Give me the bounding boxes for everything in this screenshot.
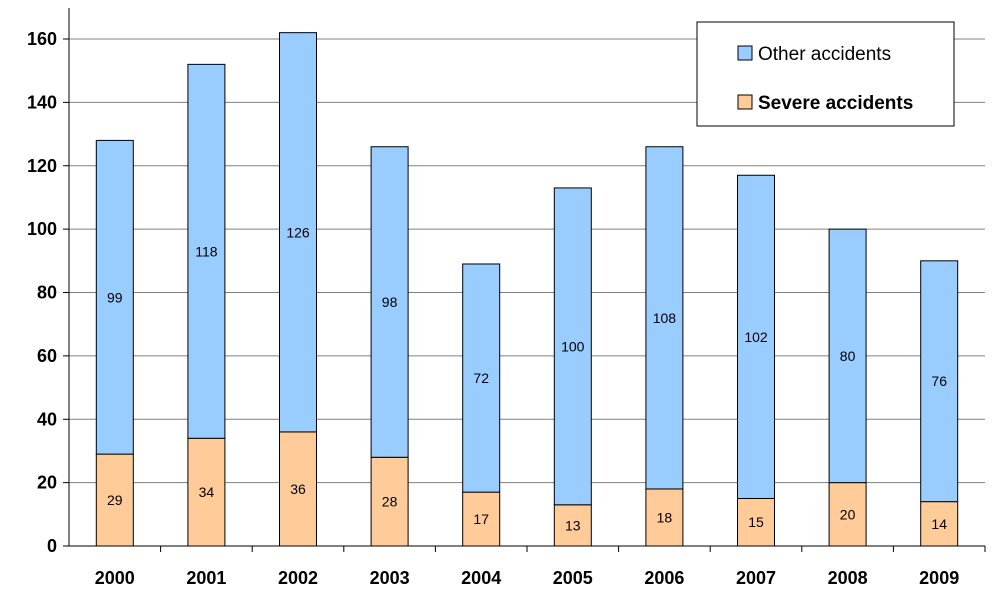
x-tick-label-2006: 2006 (644, 568, 684, 588)
data-label-severe-2004: 17 (473, 511, 489, 527)
bar-severe-2000 (95, 453, 134, 547)
x-tick-label-2005: 2005 (553, 568, 593, 588)
data-label-other-2004: 72 (473, 370, 489, 386)
data-label-other-2008: 80 (840, 348, 856, 364)
bar-severe-2003 (370, 456, 409, 547)
x-tick-label-2001: 2001 (186, 568, 226, 588)
y-tick-label-100: 100 (27, 219, 57, 239)
bar-other-2008 (828, 228, 867, 484)
y-tick-label-20: 20 (37, 473, 57, 493)
bar-severe-2007 (737, 497, 775, 547)
data-label-severe-2008: 20 (840, 506, 856, 522)
y-tick-label-40: 40 (37, 409, 57, 429)
data-label-other-2006: 108 (653, 310, 677, 326)
bar-other-2005 (553, 187, 592, 506)
bar-severe-2001 (187, 437, 226, 547)
data-label-severe-2000: 29 (107, 492, 123, 508)
bar-other-2009 (920, 260, 959, 503)
legend: Other accidents Severe accidents (696, 21, 955, 127)
legend-swatch-other (737, 45, 753, 61)
data-label-other-2002: 126 (286, 224, 310, 240)
legend-label-other: Other accidents (758, 44, 891, 65)
x-tick-label-2002: 2002 (278, 568, 318, 588)
bar-other-2003 (370, 146, 409, 458)
bar-severe-2004 (462, 491, 501, 547)
x-tick-label-2009: 2009 (919, 568, 959, 588)
y-tick-label-80: 80 (37, 283, 57, 303)
bar-other-2000 (95, 139, 134, 455)
data-label-severe-2007: 15 (748, 514, 764, 530)
data-label-severe-2001: 34 (199, 484, 215, 500)
bar-other-2006 (645, 146, 684, 490)
bar-severe-2008 (828, 482, 867, 547)
data-label-other-2000: 99 (107, 289, 123, 305)
y-tick-label-140: 140 (27, 92, 57, 112)
bar-other-2004 (462, 263, 501, 493)
data-label-severe-2003: 28 (382, 494, 398, 510)
x-tick-label-2004: 2004 (461, 568, 501, 588)
data-label-other-2005: 100 (561, 338, 585, 354)
data-label-severe-2005: 13 (565, 517, 581, 533)
y-tick-label-60: 60 (37, 346, 57, 366)
x-tick-label-2003: 2003 (370, 568, 410, 588)
legend-swatch-severe (737, 94, 753, 110)
y-tick-label-160: 160 (27, 29, 57, 49)
bar-other-2007 (737, 174, 775, 499)
data-label-other-2007: 102 (744, 329, 768, 345)
x-tick-label-2008: 2008 (828, 568, 868, 588)
bar-other-2001 (187, 63, 226, 439)
bar-severe-2006 (645, 488, 684, 547)
tick-labels: 0 20 40 60 80 100 120 140 160 2000 2001 2002 2003 200… (27, 29, 986, 588)
data-label-severe-2006: 18 (657, 509, 673, 525)
x-tick-label-2007: 2007 (736, 568, 776, 588)
data-label-severe-2009: 14 (931, 516, 947, 532)
data-label-other-2001: 118 (195, 243, 218, 259)
data-label-severe-2002: 36 (290, 481, 306, 497)
bar-other-2002 (279, 32, 317, 433)
x-tick-label-2000: 2000 (95, 568, 135, 588)
data-label-other-2009: 76 (931, 373, 947, 389)
bars: 29 99 34 118 36 126 28 98 17 72 13 100 18 108 15 102 20 8… (95, 32, 959, 547)
y-tick-label-120: 120 (27, 156, 57, 176)
bar-severe-2005 (553, 504, 592, 547)
data-label-other-2003: 98 (382, 294, 398, 310)
y-tick-label-0: 0 (47, 536, 57, 556)
legend-label-severe: Severe accidents (758, 93, 913, 114)
